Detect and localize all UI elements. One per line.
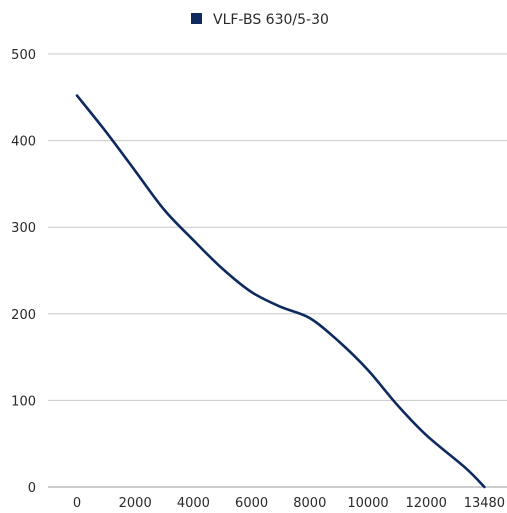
x-tick-label: 10000 <box>347 496 388 511</box>
y-tick-label: 400 <box>11 135 36 150</box>
legend: VLF-BS 630/5-30 <box>191 12 329 28</box>
x-tick-label: 0 <box>73 496 81 511</box>
y-tick-label: 200 <box>11 308 36 323</box>
x-tick-label: 12000 <box>406 496 447 511</box>
gridlines <box>48 53 507 488</box>
x-tick-label: 2000 <box>119 496 152 511</box>
series-line-0 <box>75 94 486 489</box>
y-tick-label: 300 <box>11 221 36 236</box>
y-tick-label: 0 <box>28 481 36 496</box>
y-tick-label: 100 <box>11 394 36 409</box>
x-tick-label: 8000 <box>293 496 326 511</box>
series-lines <box>75 94 486 489</box>
x-tick-label: 13480 <box>464 496 505 511</box>
x-tick-label: 4000 <box>177 496 210 511</box>
y-axis-tick-labels: 0 100 200 300 400 500 <box>11 48 36 496</box>
x-tick-label: 6000 <box>235 496 268 511</box>
legend-swatch <box>191 13 202 24</box>
y-tick-label: 500 <box>11 48 36 63</box>
x-axis-tick-labels: 0 2000 4000 6000 8000 10000 12000 13480 <box>73 496 505 511</box>
legend-label: VLF-BS 630/5-30 <box>213 12 329 28</box>
